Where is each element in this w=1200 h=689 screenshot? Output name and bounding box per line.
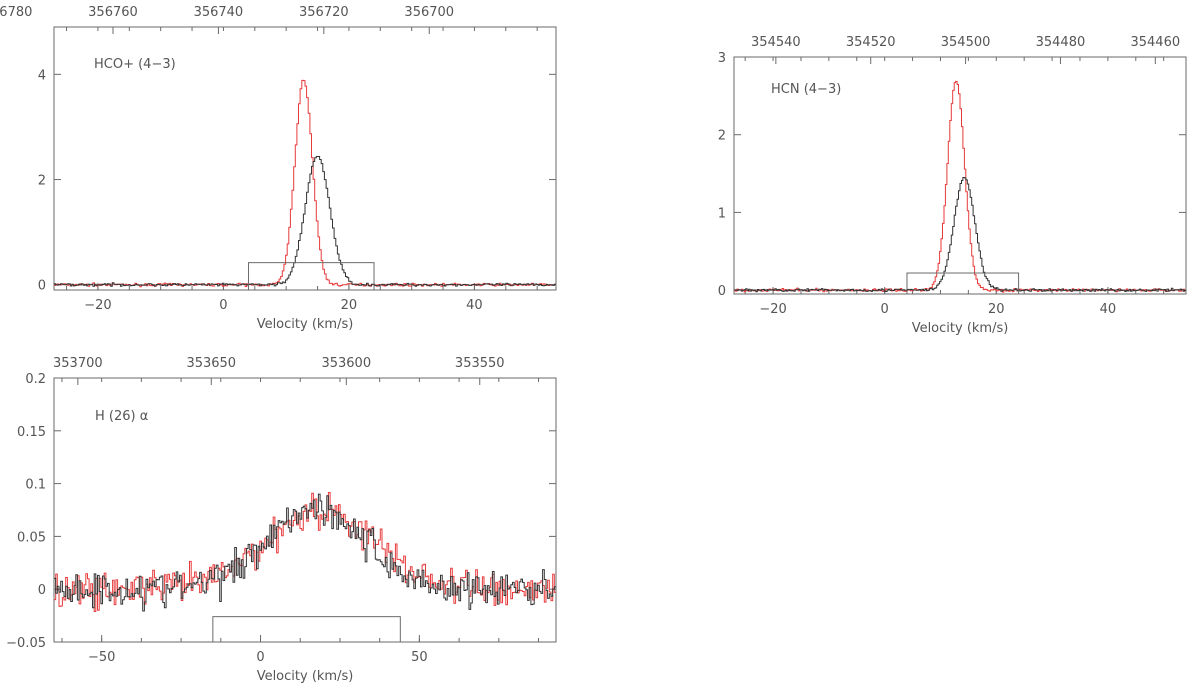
- x-tick-label: −20: [759, 302, 786, 317]
- top-tick-label: 356700: [404, 5, 454, 20]
- x-tick-label: 50: [411, 650, 428, 665]
- spectrum-traces: [54, 492, 556, 612]
- y-tick-label: −0.05: [6, 636, 46, 651]
- spectrum-trace: [54, 156, 556, 287]
- x-tick-label: 40: [466, 298, 483, 313]
- x-axis-label: Velocity (km/s): [912, 321, 1009, 336]
- y-tick-labels: 0 1 2 3: [718, 51, 726, 299]
- top-tick-label: 353550: [455, 356, 505, 371]
- x-tick-label: 40: [1100, 302, 1117, 317]
- top-tick-label: 354540: [751, 35, 801, 50]
- tick-marks: [54, 377, 556, 643]
- y-tick-label: 2: [38, 174, 46, 189]
- top-tick-label: 353700: [53, 356, 103, 371]
- line-annotation: H (26) α: [95, 409, 148, 424]
- y-tick-label: 4: [38, 68, 46, 83]
- line-annotation: HCO+ (4−3): [94, 57, 176, 72]
- x-tick-labels: −20 0 20 40: [84, 298, 482, 313]
- top-tick-label: 356780: [0, 5, 32, 20]
- y-tick-label: 3: [718, 51, 726, 66]
- x-axis-label: Velocity (km/s): [257, 317, 354, 332]
- top-tick-label: 353600: [321, 356, 371, 371]
- x-tick-label: 0: [881, 302, 889, 317]
- y-tick-label: 0.1: [25, 478, 46, 493]
- top-tick-label: 353650: [186, 356, 236, 371]
- top-tick-labels: 354540 354520 354500 354480 354460: [751, 35, 1180, 50]
- x-tick-label: 20: [341, 298, 358, 313]
- y-tick-label: 1: [718, 206, 726, 221]
- x-tick-labels: −50 0 50: [88, 650, 428, 665]
- y-tick-label: 0: [38, 583, 46, 598]
- x-axis-label: Velocity (km/s): [257, 669, 354, 684]
- y-tick-labels: −0.05 0 0.05 0.1 0.15 0.2: [6, 372, 46, 651]
- top-tick-label: 354480: [1036, 35, 1086, 50]
- integration-window-box: [248, 262, 375, 291]
- x-tick-labels: −20 0 20 40: [759, 302, 1116, 317]
- top-tick-label: 354500: [941, 35, 991, 50]
- y-tick-label: 0.15: [17, 425, 46, 440]
- x-tick-label: 20: [988, 302, 1005, 317]
- top-tick-label: 354520: [846, 35, 896, 50]
- spectrum-traces: [54, 79, 556, 288]
- x-tick-label: 0: [219, 298, 227, 313]
- y-tick-label: 0: [718, 284, 726, 299]
- top-tick-label: 356720: [299, 5, 349, 20]
- x-tick-label: −20: [84, 298, 111, 313]
- y-tick-label: 0: [38, 279, 46, 294]
- top-tick-label: 354460: [1130, 35, 1180, 50]
- y-tick-label: 0.05: [17, 530, 46, 545]
- spectrum-trace: [54, 493, 556, 612]
- integration-window-box: [906, 272, 1020, 295]
- line-annotation: HCN (4−3): [771, 82, 841, 97]
- spectrum-trace: [734, 177, 1186, 293]
- y-tick-labels: 0 2 4: [38, 68, 46, 293]
- top-tick-label: 356760: [88, 5, 138, 20]
- spectrum-trace: [54, 79, 556, 288]
- x-tick-label: −50: [88, 650, 115, 665]
- panel-h26-alpha: −50 0 50 −0.05 0 0.05 0.1 0.15 0.2 353700 353650…: [6, 356, 557, 684]
- integration-window-box: [212, 616, 401, 643]
- y-tick-label: 2: [718, 129, 726, 144]
- top-tick-labels: 356780 356760 356740 356720 356700: [0, 5, 454, 20]
- top-tick-labels: 353700 353650 353600 353550: [53, 356, 505, 371]
- x-tick-label: 0: [256, 650, 264, 665]
- spectrum-traces: [734, 80, 1186, 293]
- y-tick-label: 0.2: [25, 372, 46, 387]
- top-tick-label: 356740: [194, 5, 244, 20]
